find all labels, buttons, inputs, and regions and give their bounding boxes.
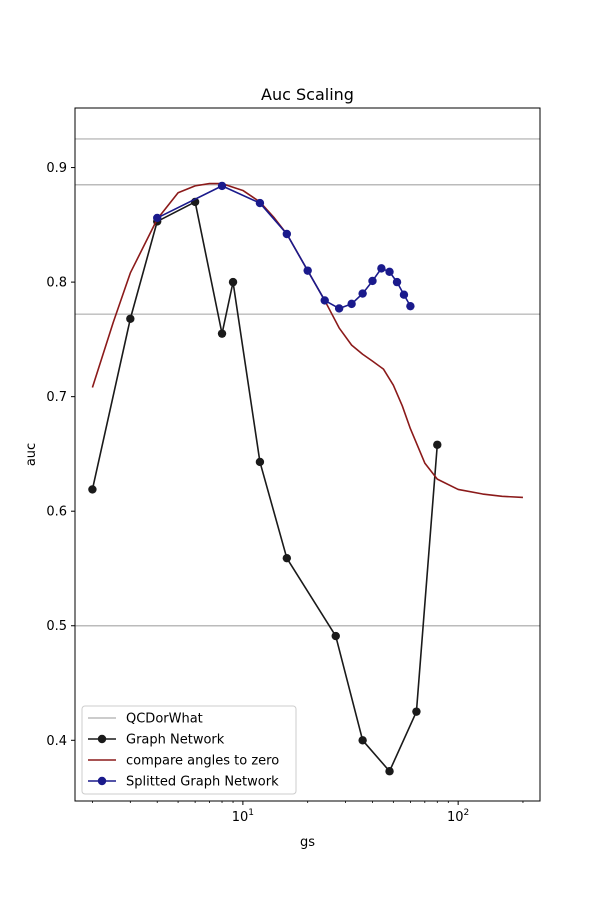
x-tick-label: 102 — [447, 808, 469, 825]
series-0-point — [358, 736, 367, 745]
series-2-point — [392, 277, 402, 287]
x-tick-exponent: 2 — [464, 808, 470, 818]
series-2-point — [217, 181, 227, 191]
plot-area — [74, 107, 541, 802]
series-0-point — [282, 553, 292, 563]
legend-label-3: Splitted Graph Network — [126, 775, 279, 790]
series-2-point — [320, 296, 329, 305]
legend-label-0: QCDorWhat — [126, 712, 203, 727]
series-2-point — [358, 289, 367, 298]
chart-title: Auc Scaling — [261, 85, 354, 104]
legend-marker-3 — [97, 776, 107, 786]
series-2-point — [334, 304, 344, 313]
x-tick-label: 101 — [232, 808, 254, 825]
y-tick-label: 0.8 — [46, 276, 67, 291]
series-layer — [88, 181, 523, 776]
series-2-point — [377, 264, 386, 273]
series-2-point — [255, 198, 265, 208]
y-tick-label: 0.7 — [46, 390, 67, 405]
y-tick-label: 0.5 — [46, 619, 67, 634]
series-2-point — [282, 229, 292, 239]
series-2-point — [399, 290, 409, 299]
series-0-point — [126, 314, 135, 323]
x-tick-base: 10 — [232, 810, 249, 825]
y-axis-label: auc — [24, 443, 39, 466]
series-2-point — [347, 299, 356, 309]
x-axis-label: gs — [300, 835, 315, 850]
series-0-point — [331, 631, 340, 641]
y-tick-label: 0.6 — [46, 505, 67, 520]
x-tick-base: 10 — [447, 810, 464, 825]
y-tick-label: 0.4 — [46, 734, 67, 749]
series-0-point — [228, 277, 238, 287]
series-0-point — [255, 457, 265, 467]
reference-lines — [75, 138, 540, 627]
series-0-point — [88, 485, 97, 494]
series-2-point — [303, 266, 312, 275]
series-0-point — [385, 767, 394, 776]
legend-box — [81, 705, 297, 795]
series-0-point — [412, 707, 421, 716]
series-line-0 — [91, 201, 439, 773]
series-2-point — [368, 276, 377, 286]
series-2-point — [153, 213, 162, 223]
series-0-point — [217, 329, 227, 338]
legend: QCDorWhat Graph Network compare angles to … — [81, 705, 297, 795]
legend-label-2: compare angles to zero — [126, 754, 279, 769]
series-2-point — [385, 267, 394, 276]
legend-marker-1 — [97, 734, 107, 744]
series-2-point — [406, 301, 415, 311]
series-line-1 — [91, 182, 523, 499]
legend-label-1: Graph Network — [126, 733, 225, 748]
y-tick-label: 0.9 — [46, 161, 67, 176]
series-0-point — [433, 440, 442, 449]
x-tick-exponent: 1 — [248, 808, 254, 818]
